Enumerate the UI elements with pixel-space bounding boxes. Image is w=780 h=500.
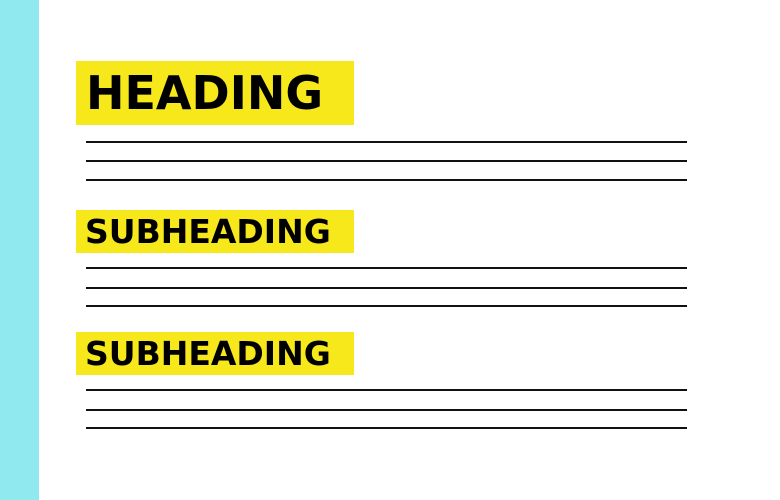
subheading-label: SUBHEADING (76, 210, 354, 253)
heading-label: HEADING (76, 61, 354, 125)
subheading-label: SUBHEADING (76, 332, 354, 375)
document-page: HEADING SUBHEADING SUBHEADING (39, 0, 780, 500)
text-line (86, 427, 687, 429)
sidebar-strip (0, 0, 39, 500)
text-line (86, 160, 687, 162)
text-line (86, 287, 687, 289)
subheading-text: SUBHEADING (85, 212, 331, 251)
heading-text: HEADING (86, 66, 324, 120)
text-line (86, 305, 687, 307)
text-line (86, 389, 687, 391)
subheading-text: SUBHEADING (85, 334, 331, 373)
text-line (86, 409, 687, 411)
text-line (86, 179, 687, 181)
text-line (86, 141, 687, 143)
text-line (86, 267, 687, 269)
